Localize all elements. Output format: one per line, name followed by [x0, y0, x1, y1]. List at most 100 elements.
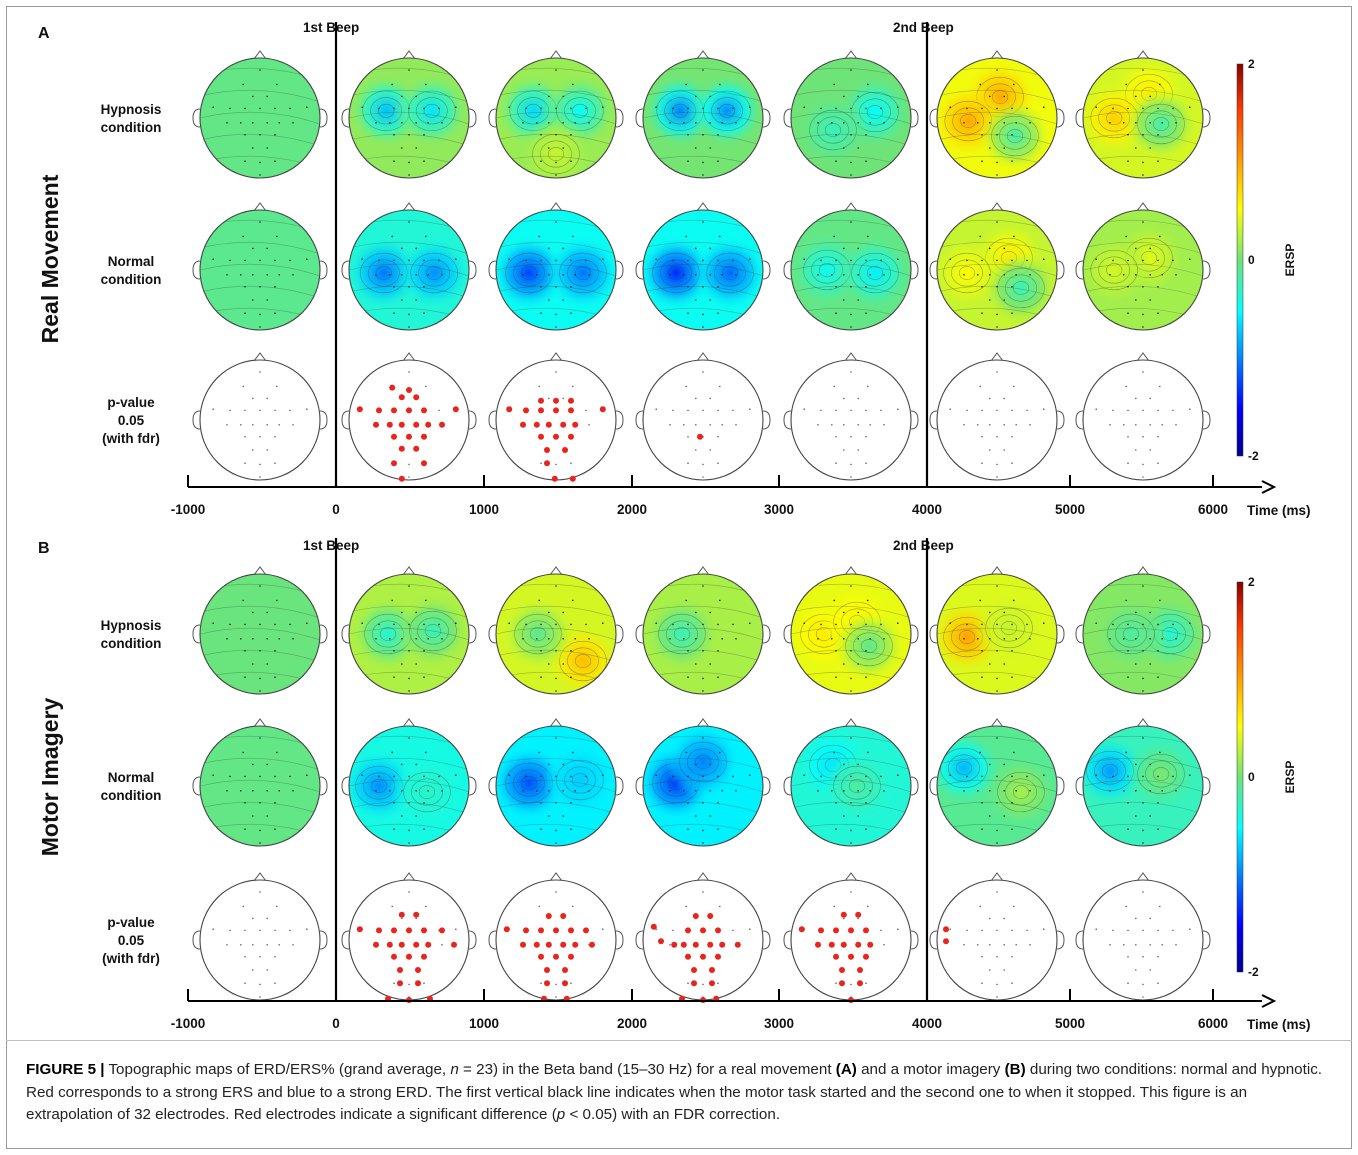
- significant-electrode: [553, 397, 559, 404]
- pvalue-map: [635, 352, 771, 481]
- electrode: [1142, 174, 1144, 176]
- electrode: [562, 790, 564, 792]
- electrode: [259, 371, 261, 373]
- head-outline: [642, 57, 764, 179]
- electrode: [548, 122, 550, 124]
- electrode: [1175, 274, 1177, 276]
- contour-line: [714, 259, 746, 287]
- electrode: [393, 828, 395, 830]
- contour-line: [937, 263, 1057, 277]
- electrode: [278, 122, 281, 124]
- electrode: [306, 774, 308, 776]
- electrode: [857, 663, 859, 665]
- electrode: [857, 147, 859, 149]
- ear-right: [910, 410, 919, 430]
- electrode: [438, 623, 440, 626]
- electrode: [702, 259, 704, 262]
- electrode: [415, 147, 418, 149]
- colorbar-min: -2: [1248, 965, 1259, 979]
- electrode: [252, 663, 254, 665]
- electrode: [244, 286, 246, 288]
- topomap: [488, 566, 624, 695]
- electrode: [996, 585, 998, 587]
- electrode: [880, 107, 882, 110]
- electrode: [574, 274, 576, 276]
- significant-electrode: [815, 941, 821, 948]
- electrode: [1011, 802, 1013, 804]
- electrode: [1095, 258, 1097, 261]
- electrode: [525, 259, 527, 262]
- tick-label: 3000: [764, 1016, 794, 1031]
- colorbar-max: 2: [1248, 57, 1255, 71]
- electrode: [850, 134, 852, 136]
- significant-electrode: [373, 941, 379, 948]
- electrode: [244, 462, 246, 465]
- electrode: [401, 917, 403, 920]
- electrode: [1149, 663, 1151, 665]
- electrode: [252, 815, 254, 817]
- electrode: [981, 462, 983, 465]
- electrode: [242, 235, 244, 238]
- significant-electrode: [709, 980, 715, 987]
- electrode: [1127, 134, 1129, 136]
- electrode: [996, 436, 998, 438]
- electrode: [709, 638, 711, 640]
- electrode: [717, 259, 719, 262]
- electrode: [602, 928, 604, 930]
- electrode: [835, 623, 837, 626]
- electrode: [843, 274, 845, 276]
- significant-electrode: [421, 460, 427, 467]
- ear-left: [488, 108, 497, 128]
- electrode: [996, 842, 998, 844]
- electrode: [252, 299, 254, 301]
- electrode: [226, 790, 228, 792]
- contour-line: [529, 627, 547, 641]
- electrode: [570, 134, 572, 136]
- caption-divider: [6, 1040, 1352, 1041]
- electrode: [259, 476, 261, 478]
- nose: [990, 202, 1004, 212]
- electrode: [1109, 790, 1111, 792]
- significant-electrode: [398, 941, 405, 948]
- electrode: [981, 409, 983, 412]
- electrode: [687, 676, 689, 678]
- electrode: [1142, 134, 1144, 136]
- contour-line: [791, 111, 911, 125]
- electrode: [843, 763, 845, 766]
- activation-blob: [1093, 596, 1169, 672]
- second-beep-label: 2nd Beep: [893, 20, 954, 35]
- significant-electrode: [386, 421, 393, 428]
- nose: [1136, 718, 1150, 728]
- electrode: [835, 259, 837, 262]
- electrode: [408, 585, 410, 587]
- electrode: [867, 235, 869, 238]
- significant-electrode: [715, 927, 721, 934]
- electrode: [540, 286, 542, 288]
- electrode: [883, 424, 885, 426]
- significant-electrode: [798, 926, 805, 933]
- significant-electrode: [857, 967, 863, 973]
- contour-line: [513, 259, 545, 287]
- electrode: [883, 944, 885, 946]
- electrode: [1159, 751, 1161, 754]
- electrode: [996, 134, 998, 136]
- electrode: [1011, 312, 1013, 315]
- electrode: [585, 409, 587, 412]
- electrode: [525, 107, 527, 110]
- electrode: [685, 385, 687, 388]
- electrode: [555, 313, 557, 316]
- head-outline: [348, 359, 470, 481]
- electrode: [880, 623, 882, 626]
- electrode: [1161, 944, 1163, 946]
- electrode: [981, 929, 983, 932]
- electrode: [555, 737, 557, 739]
- electrode: [702, 221, 704, 223]
- significant-electrode: [568, 953, 574, 960]
- significant-electrode: [398, 421, 405, 428]
- electrode: [1003, 611, 1005, 614]
- significant-electrode: [734, 941, 741, 948]
- electrode: [820, 259, 822, 262]
- electrode: [1109, 274, 1111, 276]
- electrode: [1149, 247, 1151, 250]
- electrode: [259, 737, 261, 739]
